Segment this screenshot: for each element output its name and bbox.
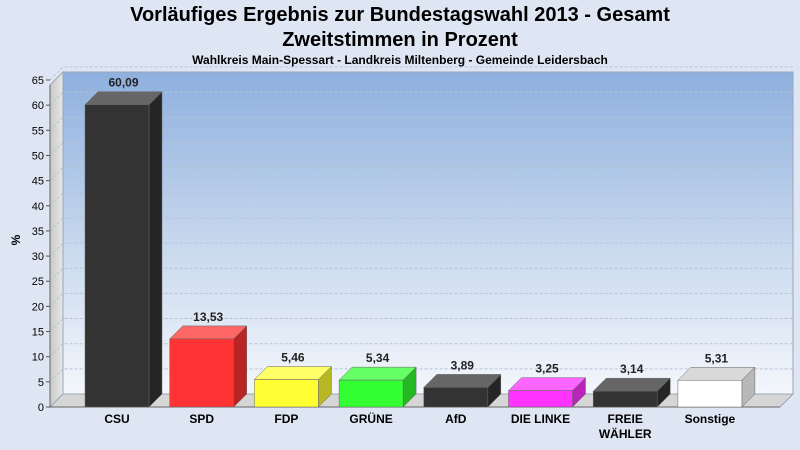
gridline [49,242,793,257]
value-label: 3,89 [451,358,475,372]
category-label: AfD [445,412,467,426]
left-wall [49,70,64,409]
gridline [49,217,793,232]
gridline [49,192,793,207]
bar-front [338,379,404,408]
value-label: 5,34 [366,351,390,365]
bar-side [148,91,163,408]
y-tick-label: 15 [32,327,44,339]
bar-top [677,367,756,381]
value-label: 3,25 [535,362,559,376]
bar-top [338,366,417,381]
y-tick-label: 25 [32,276,44,288]
bar-freie-wähler [592,377,671,408]
y-tick-label: 10 [32,352,44,364]
value-label: 60,09 [108,76,138,90]
category-label: DIE LINKE [511,412,570,426]
bar-front [592,390,658,408]
y-tick-label: 0 [38,402,44,414]
y-tick-label: 60 [32,100,44,112]
gridline [49,343,793,358]
gridline [49,141,793,156]
y-tick-label: 5 [38,377,44,389]
bar-top [253,366,333,380]
category-label: Sonstige [685,412,736,426]
chart-title-line2: Zweitstimmen in Prozent [282,29,518,51]
bar-front [677,380,743,408]
bar-top [423,374,502,388]
y-tick-label: 40 [32,201,44,213]
y-tick-label: 50 [32,150,44,162]
value-label: 3,14 [620,362,644,376]
category-label: CSU [104,412,129,426]
gridline [49,292,793,307]
bar-side [233,325,247,408]
y-tick-label: 30 [32,251,44,263]
bar-sonstige [677,366,756,408]
category-label: FREIE WÄHLER [599,412,652,441]
category-label: FDP [274,412,298,426]
value-label: 5,46 [281,351,305,365]
gridline [49,318,793,332]
value-label: 5,31 [705,351,729,365]
bar-top [169,325,248,340]
y-tick-label: 20 [32,301,44,313]
category-label: SPD [189,412,214,426]
bar-front [254,379,319,408]
chart-subtitle: Wahlkreis Main-Spessart - Landkreis Milt… [192,53,608,67]
bar-front [508,390,573,408]
bar-csu [84,91,163,408]
bar-front [423,387,489,408]
bar-die-linke [507,377,587,408]
bar-top [507,377,587,391]
bar-front [84,104,150,408]
gridline [49,91,793,106]
bar-top [84,91,163,105]
bar-grüne [338,366,417,408]
y-tick-label: 45 [32,176,44,188]
y-axis-label: % [9,234,23,245]
bar-fdp [253,365,333,408]
bar-afd [423,373,502,408]
category-label: GRÜNE [349,411,392,426]
y-tick-label: 65 [32,75,44,87]
bar-spd [169,325,248,408]
gridline [49,66,793,81]
gridline [49,267,793,282]
value-label: 13,53 [193,310,223,324]
bar-top [592,377,671,392]
gridline [49,116,793,131]
gridline [49,167,793,181]
gridline [49,368,793,383]
y-tick-label: 55 [32,125,44,137]
chart-title: Vorläufiges Ergebnis zur Bundestagswahl … [130,4,670,26]
y-tick-label: 35 [32,226,44,238]
bar-front [169,338,234,408]
